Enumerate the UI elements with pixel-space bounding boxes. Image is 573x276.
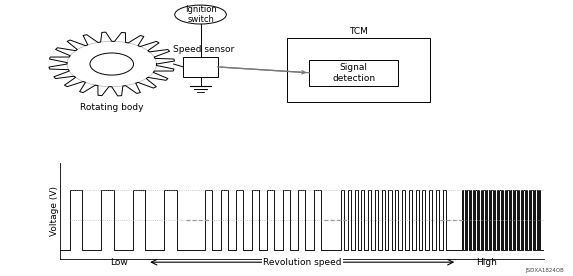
Bar: [286, 38, 430, 102]
Text: Signal
detection: Signal detection: [332, 63, 375, 83]
Text: Revolution speed: Revolution speed: [263, 258, 342, 267]
Text: High: High: [477, 258, 497, 267]
Text: TCM: TCM: [349, 26, 367, 36]
Y-axis label: Voltage (V): Voltage (V): [50, 186, 59, 236]
Bar: [309, 60, 398, 86]
Text: Ignition
switch: Ignition switch: [185, 5, 217, 24]
Text: Speed sensor: Speed sensor: [173, 46, 234, 54]
Bar: [183, 57, 218, 77]
Text: Rotating body: Rotating body: [80, 103, 143, 112]
Text: JSDXA1824OB: JSDXA1824OB: [525, 268, 564, 273]
Text: Low: Low: [110, 258, 128, 267]
Ellipse shape: [175, 5, 226, 24]
